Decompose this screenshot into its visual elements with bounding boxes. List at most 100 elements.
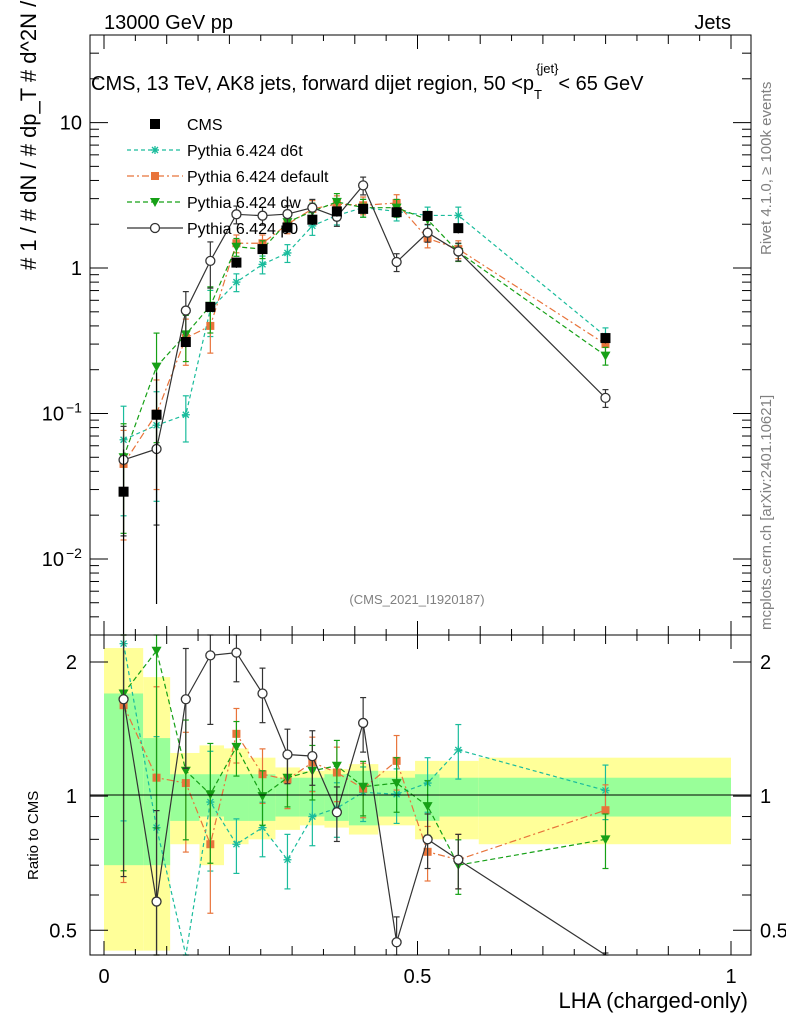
main-marker-p0-10: [391, 256, 402, 268]
ratio-marker-p0-11: [422, 834, 433, 845]
legend-label-3: Pythia 6.424 dw: [187, 195, 301, 212]
cms-marker-4: [231, 257, 242, 268]
ratio-marker-dw-4: [231, 742, 242, 752]
ytick-main-label-1: 1: [71, 258, 82, 280]
ratio-marker-p0-5: [257, 688, 268, 699]
main-marker-d6t-5: [258, 260, 267, 269]
main-marker-p0-11: [422, 227, 433, 238]
ratio-marker-d6t-7: [308, 812, 317, 821]
legend-entry-3: Pythia 6.424 dw: [127, 195, 301, 212]
ratio-marker-p0-0: [118, 694, 129, 705]
ytick-ratio-label-l-0: 2: [66, 652, 77, 674]
ratio-marker-p0-8: [331, 807, 343, 818]
cms-marker-12: [453, 223, 464, 234]
main-marker-d6t-7: [308, 221, 317, 230]
legend-marker-2: [151, 172, 159, 180]
cms-marker-9: [358, 203, 369, 214]
ratio-line-default: [123, 704, 606, 861]
legend-entry-2: Pythia 6.424 default: [127, 169, 329, 186]
ratio-marker-dw-5: [257, 792, 268, 802]
main-marker-d6t-2: [181, 410, 190, 419]
main-marker-p0-6: [282, 208, 293, 220]
band-inner-4: [224, 774, 249, 821]
ratio-marker-p0-6: [282, 749, 293, 760]
xtick-label-1: 0.5: [404, 966, 432, 988]
main-marker-p0-13: [600, 392, 611, 404]
side-rivet-label: Rivet 4.1.0, ≥ 100k events: [758, 82, 775, 255]
header-left: 13000 GeV pp: [104, 12, 233, 34]
ratio-marker-dw-8: [331, 761, 342, 771]
title-sup: {jet}: [536, 61, 559, 76]
ratio-marker-dw-13: [600, 835, 611, 845]
legend-label-0: CMS: [187, 117, 223, 134]
main-marker-dw-4: [231, 242, 242, 252]
ratio-marker-dw-9: [358, 782, 369, 792]
ratio-marker-p0-1: [151, 896, 162, 907]
x-axis-label: LHA (charged-only): [558, 988, 748, 1013]
main-marker-p0-7: [307, 202, 318, 213]
ratio-marker-dw-2: [180, 766, 191, 776]
main-marker-d6t-4: [232, 278, 241, 287]
cms-marker-0: [118, 486, 129, 497]
ratio-marker-dw-1: [151, 646, 162, 656]
cms-marker-13: [600, 333, 611, 344]
main-marker-p0-4: [231, 209, 242, 220]
ratio-marker-p0-7: [307, 750, 318, 762]
series-layer: [118, 176, 611, 956]
band-inner-12: [439, 777, 479, 817]
header-right: Jets: [694, 12, 731, 34]
side-mcplots-label: mcplots.cern.ch [arXiv:2401.10621]: [758, 395, 775, 630]
main-marker-d6t-6: [283, 248, 292, 257]
legend-entry-0: CMS: [150, 117, 223, 134]
xtick-label-0: 0: [98, 966, 109, 988]
ratio-marker-dw-11: [422, 802, 433, 812]
ytick-ratio-label-l-2: 0.5: [49, 920, 77, 942]
main-line-dw: [122, 201, 606, 458]
main-marker-p0-2: [180, 305, 191, 316]
main-marker-p0-12: [453, 246, 464, 257]
title-main: CMS, 13 TeV, AK8 jets, forward dijet reg…: [91, 73, 534, 95]
main-marker-dw-13: [600, 351, 611, 361]
cms-marker-5: [257, 244, 268, 255]
main-marker-dw-1: [151, 362, 162, 372]
main-marker-p0-9: [357, 180, 369, 191]
legend-marker-0: [150, 119, 160, 129]
main-marker-p0-5: [257, 210, 268, 221]
ratio-marker-p0-12: [453, 854, 464, 865]
ratio-marker-dw-10: [391, 779, 402, 789]
ratio-marker-d6t-12: [454, 745, 463, 754]
main-line-d6t: [123, 207, 606, 441]
legend-marker-4: [149, 222, 161, 234]
ratio-marker-default-13: [601, 806, 610, 815]
main-series-cms: [118, 203, 611, 635]
ratio-line-d6t: [122, 643, 606, 956]
title-end: < 65 GeV: [558, 73, 644, 95]
ratio-marker-p0-4: [231, 647, 242, 658]
main-marker-d6t-12: [454, 211, 463, 220]
ytick-main-label-2: 10: [42, 403, 64, 425]
ratio-line-p0: [122, 651, 606, 956]
legend-entry-1: Pythia 6.424 d6t: [127, 143, 303, 160]
watermark: (CMS_2021_I1920187): [349, 592, 484, 607]
xtick-label-2: 1: [725, 966, 736, 988]
ratio-series-p0: [118, 634, 609, 956]
ytick-main-exp-2: −1: [66, 399, 82, 415]
cms-marker-3: [205, 301, 216, 312]
main-marker-p0-3: [205, 255, 216, 267]
ytick-main-exp-3: −2: [66, 545, 82, 561]
ytick-main-label-3: 10: [42, 549, 64, 571]
y-axis-label-ratio: Ratio to CMS: [25, 791, 42, 880]
cms-marker-6: [282, 222, 293, 233]
ytick-ratio-label-r-1: 1: [760, 786, 771, 808]
ytick-main-label-0: 10: [60, 113, 82, 135]
ratio-marker-p0-10: [391, 937, 402, 948]
ytick-ratio-label-r-0: 2: [760, 652, 771, 674]
main-marker-default-13: [601, 340, 610, 349]
main-marker-dw-8: [331, 197, 342, 207]
main-series-dw: [118, 192, 611, 534]
cms-marker-10: [391, 207, 402, 218]
ratio-marker-p0-3: [205, 650, 216, 661]
ratio-marker-d6t-6: [283, 855, 292, 864]
legend-label-2: Pythia 6.424 default: [187, 169, 329, 186]
